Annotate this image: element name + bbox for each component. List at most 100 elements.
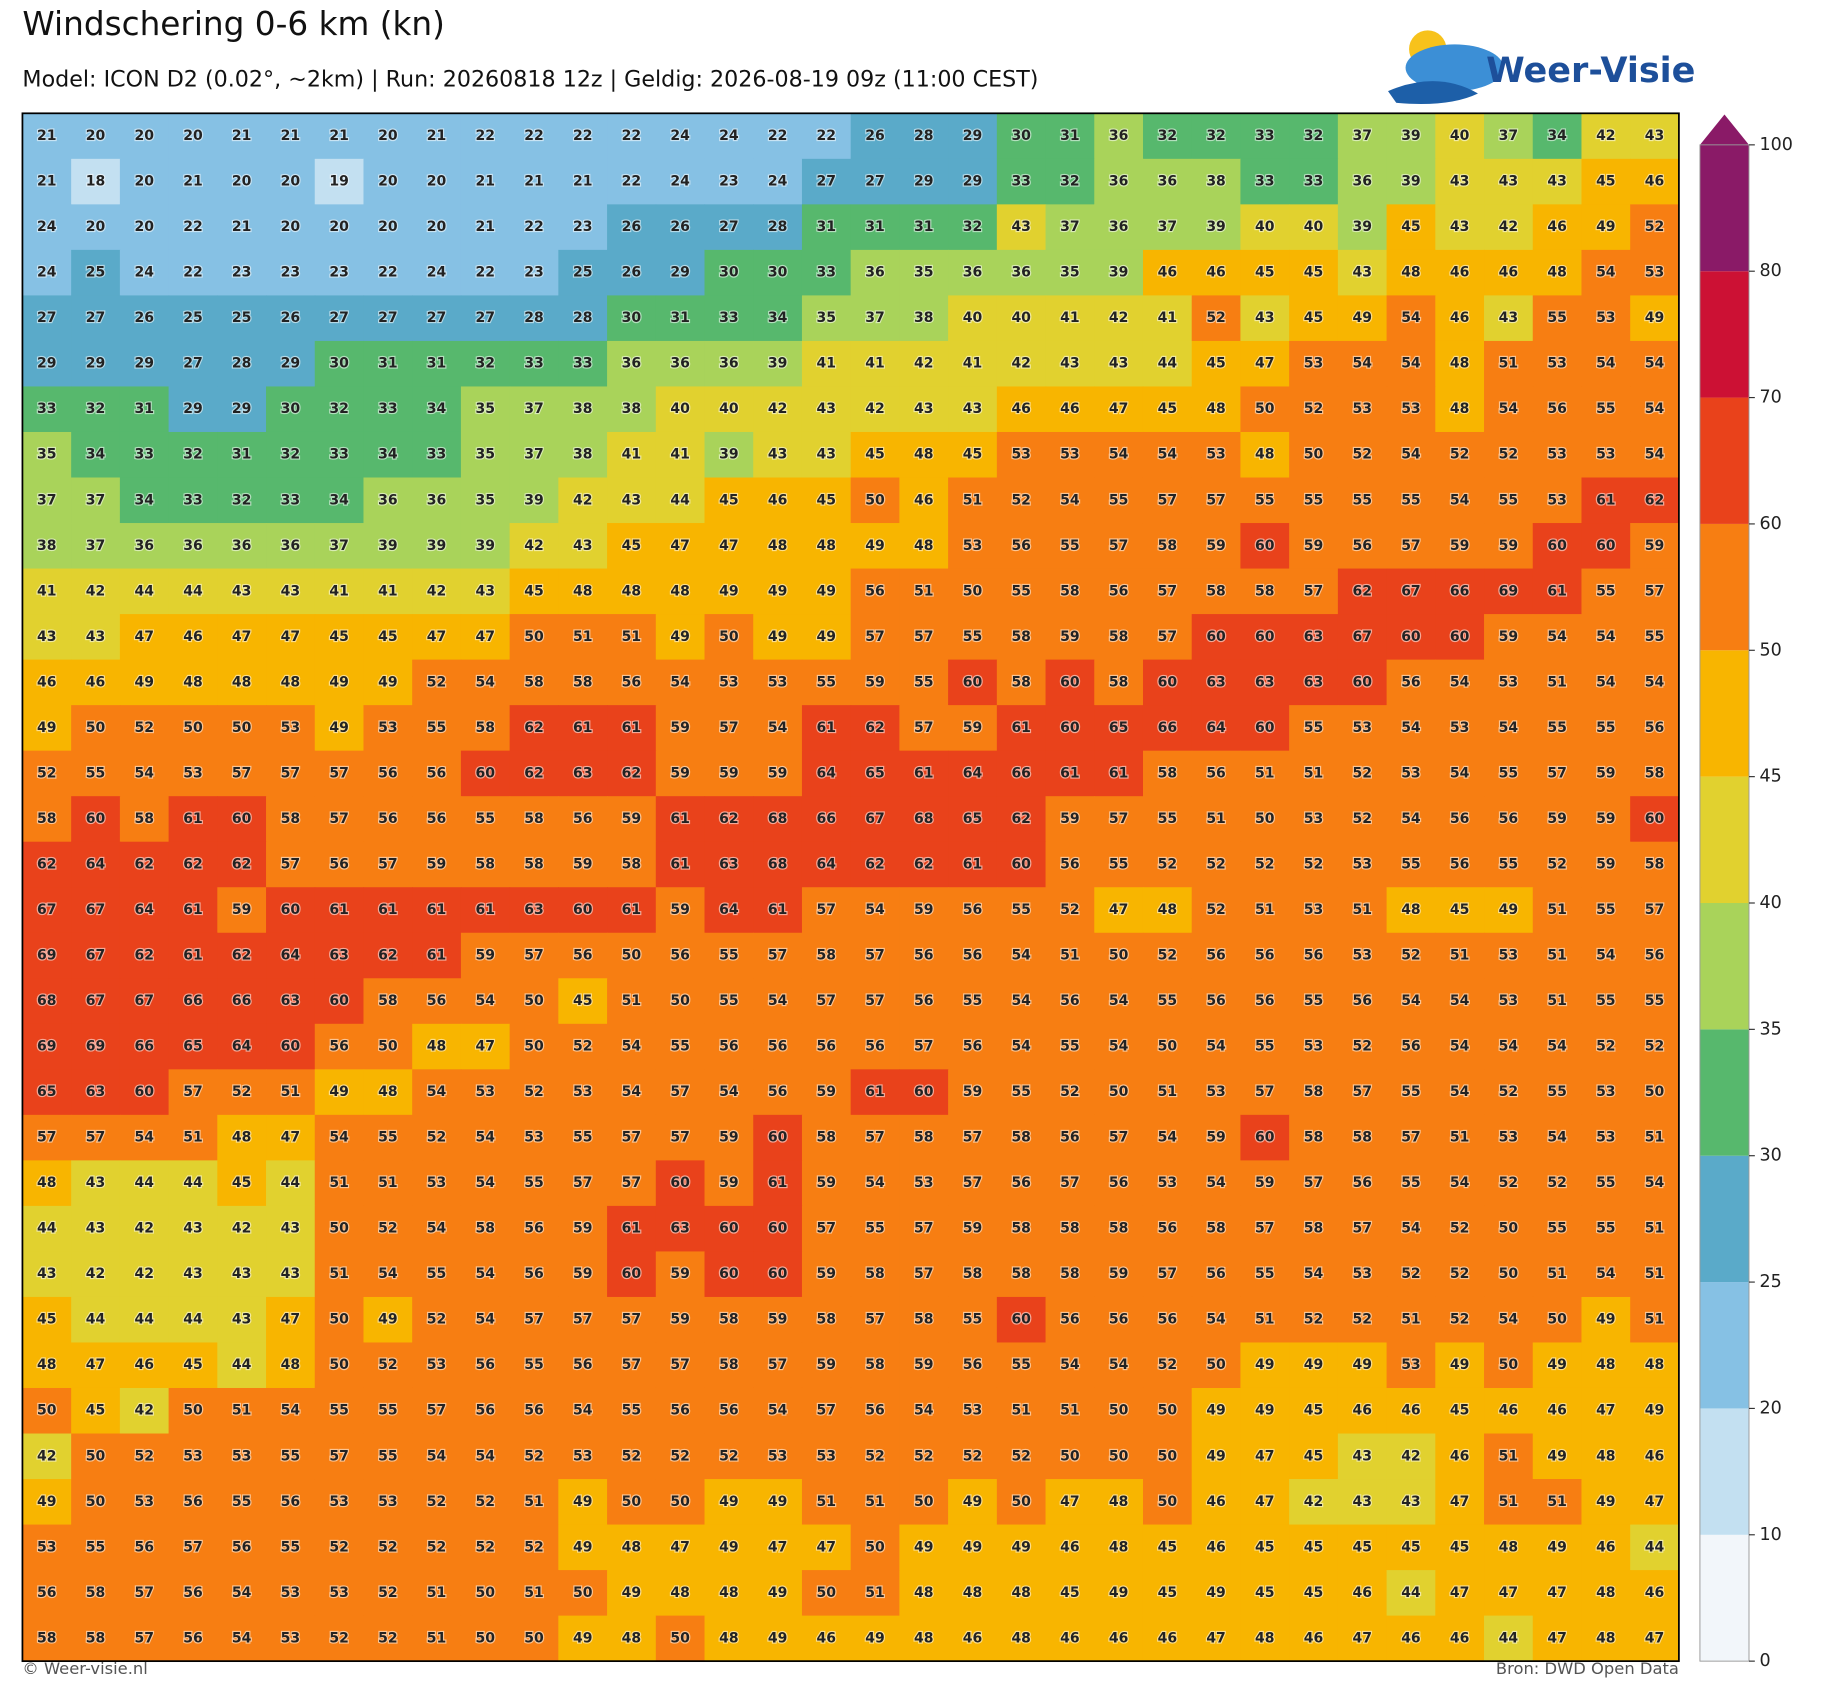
cell-label: 55	[670, 1039, 689, 1055]
cell-label: 52	[378, 1585, 397, 1601]
cell-label: 36	[670, 356, 689, 372]
cell	[704, 705, 754, 752]
cell-label: 60	[1011, 1312, 1031, 1328]
cell-label: 57	[1645, 902, 1664, 918]
cell-label: 34	[134, 492, 154, 508]
cell	[412, 431, 462, 479]
cell	[1289, 705, 1339, 752]
cell	[460, 978, 511, 1025]
cell-label: 53	[1352, 1266, 1371, 1282]
cell-label: 52	[1206, 856, 1225, 872]
cell	[1630, 523, 1680, 570]
cell	[850, 431, 900, 479]
cell-label: 55	[1060, 538, 1079, 554]
cell	[168, 932, 218, 979]
cell-label: 46	[1450, 1630, 1469, 1646]
cell-label: 47	[1499, 1585, 1518, 1601]
cell	[509, 932, 559, 979]
cell	[460, 295, 511, 342]
cell	[71, 750, 121, 797]
cell	[753, 113, 803, 160]
cell	[1191, 841, 1242, 888]
cell-label: 20	[183, 128, 203, 144]
cell-label: 50	[1158, 1403, 1178, 1419]
cell	[753, 431, 803, 479]
cell-label: 59	[1596, 856, 1615, 872]
cell-label: 56	[573, 811, 592, 827]
cell-label: 49	[1352, 1357, 1371, 1373]
cell	[1337, 796, 1388, 843]
cell	[996, 113, 1047, 160]
cell-label: 54	[1060, 492, 1080, 508]
cell-label: 55	[622, 1403, 641, 1419]
cell-label: 43	[86, 1175, 105, 1191]
cell-label: 59	[1499, 629, 1518, 645]
cell-label: 33	[1011, 174, 1030, 190]
cell	[1045, 1069, 1095, 1116]
cell-label: 22	[183, 219, 202, 235]
cell-label: 53	[37, 1539, 56, 1555]
cell	[1094, 932, 1144, 979]
cell-label: 52	[1206, 310, 1225, 326]
cell	[363, 113, 413, 160]
cell	[948, 295, 998, 342]
cell-label: 22	[817, 128, 836, 144]
cell	[753, 887, 803, 934]
cell-label: 31	[817, 219, 836, 235]
cell	[509, 887, 559, 934]
cell-label: 36	[1011, 265, 1030, 281]
cell-label: 47	[1109, 902, 1128, 918]
cell-label: 48	[914, 538, 933, 554]
cell	[1484, 978, 1534, 1025]
cell-label: 59	[1499, 538, 1518, 554]
cell-label: 59	[768, 1312, 787, 1328]
cell-label: 53	[963, 1403, 982, 1419]
cell-label: 50	[865, 492, 885, 508]
cell-label: 47	[1206, 1630, 1225, 1646]
cell	[753, 568, 803, 615]
cell	[801, 614, 852, 661]
cell	[1630, 386, 1680, 433]
cell-label: 59	[670, 1266, 689, 1282]
cell-label: 60	[1255, 629, 1275, 645]
cell	[1630, 978, 1680, 1025]
cell	[1045, 705, 1095, 752]
cell	[704, 113, 754, 160]
cell-label: 59	[817, 1175, 836, 1191]
cell-label: 52	[329, 1539, 348, 1555]
cell-label: 57	[281, 856, 300, 872]
cell-label: 55	[1645, 629, 1664, 645]
cell	[119, 1023, 170, 1070]
cell	[1094, 978, 1144, 1025]
cell	[119, 386, 170, 433]
logo-cloud	[1405, 44, 1504, 92]
cell-label: 51	[281, 1084, 300, 1100]
cell-label: 55	[1255, 1039, 1274, 1055]
cell	[996, 978, 1047, 1025]
footer-right: Bron: DWD Open Data	[1496, 1659, 1679, 1678]
cell	[168, 386, 218, 433]
cell-label: 36	[719, 356, 738, 372]
cell	[801, 796, 852, 843]
cell-label: 50	[865, 1539, 885, 1555]
cell-label: 61	[865, 1084, 884, 1100]
cell	[655, 750, 706, 797]
cell-label: 59	[1450, 538, 1469, 554]
cell	[850, 659, 900, 706]
cell-label: 60	[86, 811, 106, 827]
cell-label: 61	[573, 720, 592, 736]
cell-label: 45	[1158, 1585, 1177, 1601]
cell-label: 57	[524, 1312, 543, 1328]
cell	[558, 523, 608, 570]
cell	[1045, 523, 1095, 570]
cell	[1289, 158, 1339, 205]
cell	[460, 932, 511, 979]
cell-label: 52	[1060, 1084, 1079, 1100]
cell	[1581, 340, 1631, 388]
cell-label: 56	[1645, 720, 1664, 736]
cell-label: 51	[183, 1130, 202, 1146]
colorbar-segment	[1699, 1029, 1749, 1156]
cell-label: 51	[865, 1494, 884, 1510]
cell-label: 57	[817, 1403, 836, 1419]
cell-label: 52	[1352, 1039, 1371, 1055]
